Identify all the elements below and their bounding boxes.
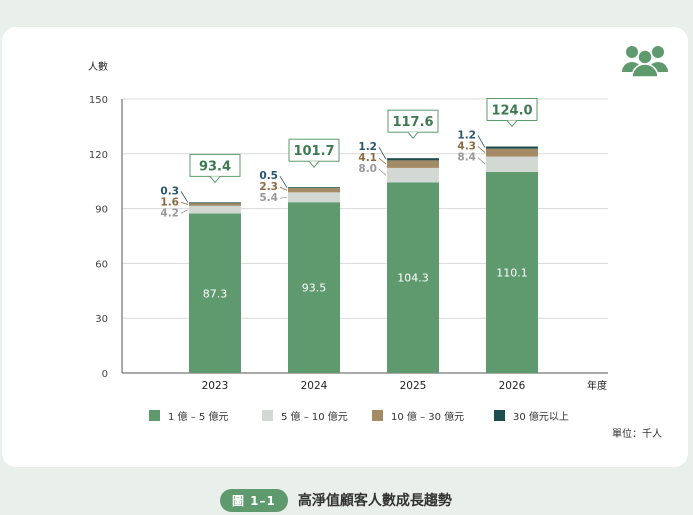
segment-connector	[477, 135, 486, 148]
segment-side-label: 1.6	[160, 196, 179, 208]
bar-segment	[189, 213, 241, 373]
total-callout-pointer	[308, 160, 320, 169]
figure-title: 高淨值顧客人數成長趨勢	[297, 493, 452, 509]
y-tick-label: 120	[89, 150, 108, 161]
y-tick-label: 150	[89, 95, 108, 106]
total-label: 101.7	[293, 144, 334, 159]
bar-segment	[189, 205, 241, 214]
segment-connector	[180, 191, 189, 203]
total-callout-pointer	[506, 120, 518, 128]
legend-item: 10 億 – 30 億元	[372, 410, 464, 423]
y-tick-label: 0	[102, 369, 108, 380]
total-label: 124.0	[491, 103, 532, 118]
legend-label: 5 億 – 10 億元	[281, 410, 348, 423]
segment-side-label: 1.2	[358, 141, 377, 153]
bar-segment	[288, 202, 340, 373]
y-tick-label: 60	[95, 259, 108, 270]
x-tick-label: 2025	[400, 380, 427, 392]
bar-segment	[486, 148, 538, 157]
bar-segment	[486, 146, 538, 149]
bar-segment	[486, 171, 538, 373]
segment-side-label: 4.2	[160, 207, 179, 219]
data-label: 110.1	[496, 266, 528, 279]
y-axis-title: 人數	[88, 60, 108, 73]
segment-connector	[477, 157, 486, 165]
unit-note: 單位：千人	[612, 427, 662, 440]
segment-side-label: 8.4	[457, 151, 476, 163]
legend-item: 30 億元以上	[494, 410, 569, 423]
legend-swatch	[372, 410, 383, 421]
bar-segment	[288, 192, 340, 203]
legend-item: 1 億 – 5 億元	[149, 410, 228, 423]
segment-side-label: 8.0	[358, 163, 377, 175]
bar-segment	[387, 160, 439, 168]
total-callout-pointer	[407, 131, 419, 139]
legend-swatch	[149, 410, 160, 421]
y-tick-label: 30	[95, 314, 108, 325]
segment-side-label: 0.5	[259, 170, 278, 182]
legend-label: 1 億 – 5 億元	[168, 410, 228, 423]
total-label: 93.4	[199, 159, 231, 174]
people-group-icon	[622, 46, 668, 78]
legend-swatch	[262, 410, 273, 421]
legend-label: 30 億元以上	[513, 410, 569, 423]
data-label: 104.3	[397, 272, 429, 285]
y-tick-label: 90	[95, 205, 108, 216]
x-tick-label: 2023	[202, 380, 229, 392]
segment-connector	[279, 196, 288, 199]
segment-connector	[279, 186, 288, 191]
bar-segment	[189, 202, 241, 204]
segment-connector	[180, 209, 189, 214]
segment-connector	[477, 146, 486, 153]
total-callout-box	[387, 109, 439, 133]
segment-connector	[180, 202, 189, 205]
bar-segment	[189, 202, 241, 206]
segment-connector	[378, 157, 387, 165]
figure-badge: 圖 1–1	[220, 488, 288, 512]
bar-segment	[387, 182, 439, 373]
chart-card	[2, 27, 688, 467]
segment-side-label: 4.1	[358, 152, 377, 164]
legend-swatch	[494, 410, 505, 421]
segment-side-label: 0.3	[160, 185, 179, 197]
total-label: 117.6	[392, 115, 433, 130]
segment-connector	[279, 176, 288, 188]
legend-item: 5 億 – 10 億元	[262, 410, 348, 423]
segment-connector	[378, 168, 387, 176]
bar-segment	[288, 187, 340, 189]
data-label: 87.3	[203, 287, 228, 300]
x-tick-label: 2026	[499, 380, 526, 392]
segment-side-label: 4.3	[457, 140, 476, 152]
segment-connector	[378, 146, 387, 160]
bar-segment	[387, 158, 439, 161]
data-label: 93.5	[302, 282, 327, 295]
total-callout-pointer	[209, 176, 221, 184]
segment-side-label: 5.4	[259, 192, 278, 204]
x-tick-label: 2024	[301, 380, 328, 392]
figure-caption: 圖 1–1 高淨值顧客人數成長趨勢	[220, 488, 452, 512]
bar-segment	[288, 188, 340, 193]
segment-side-label: 2.3	[259, 181, 278, 193]
legend-label: 10 億 – 30 億元	[391, 410, 464, 423]
bar-segment	[486, 156, 538, 172]
segment-side-label: 1.2	[457, 129, 476, 141]
bar-segment	[387, 167, 439, 183]
x-axis-title: 年度	[587, 379, 607, 392]
